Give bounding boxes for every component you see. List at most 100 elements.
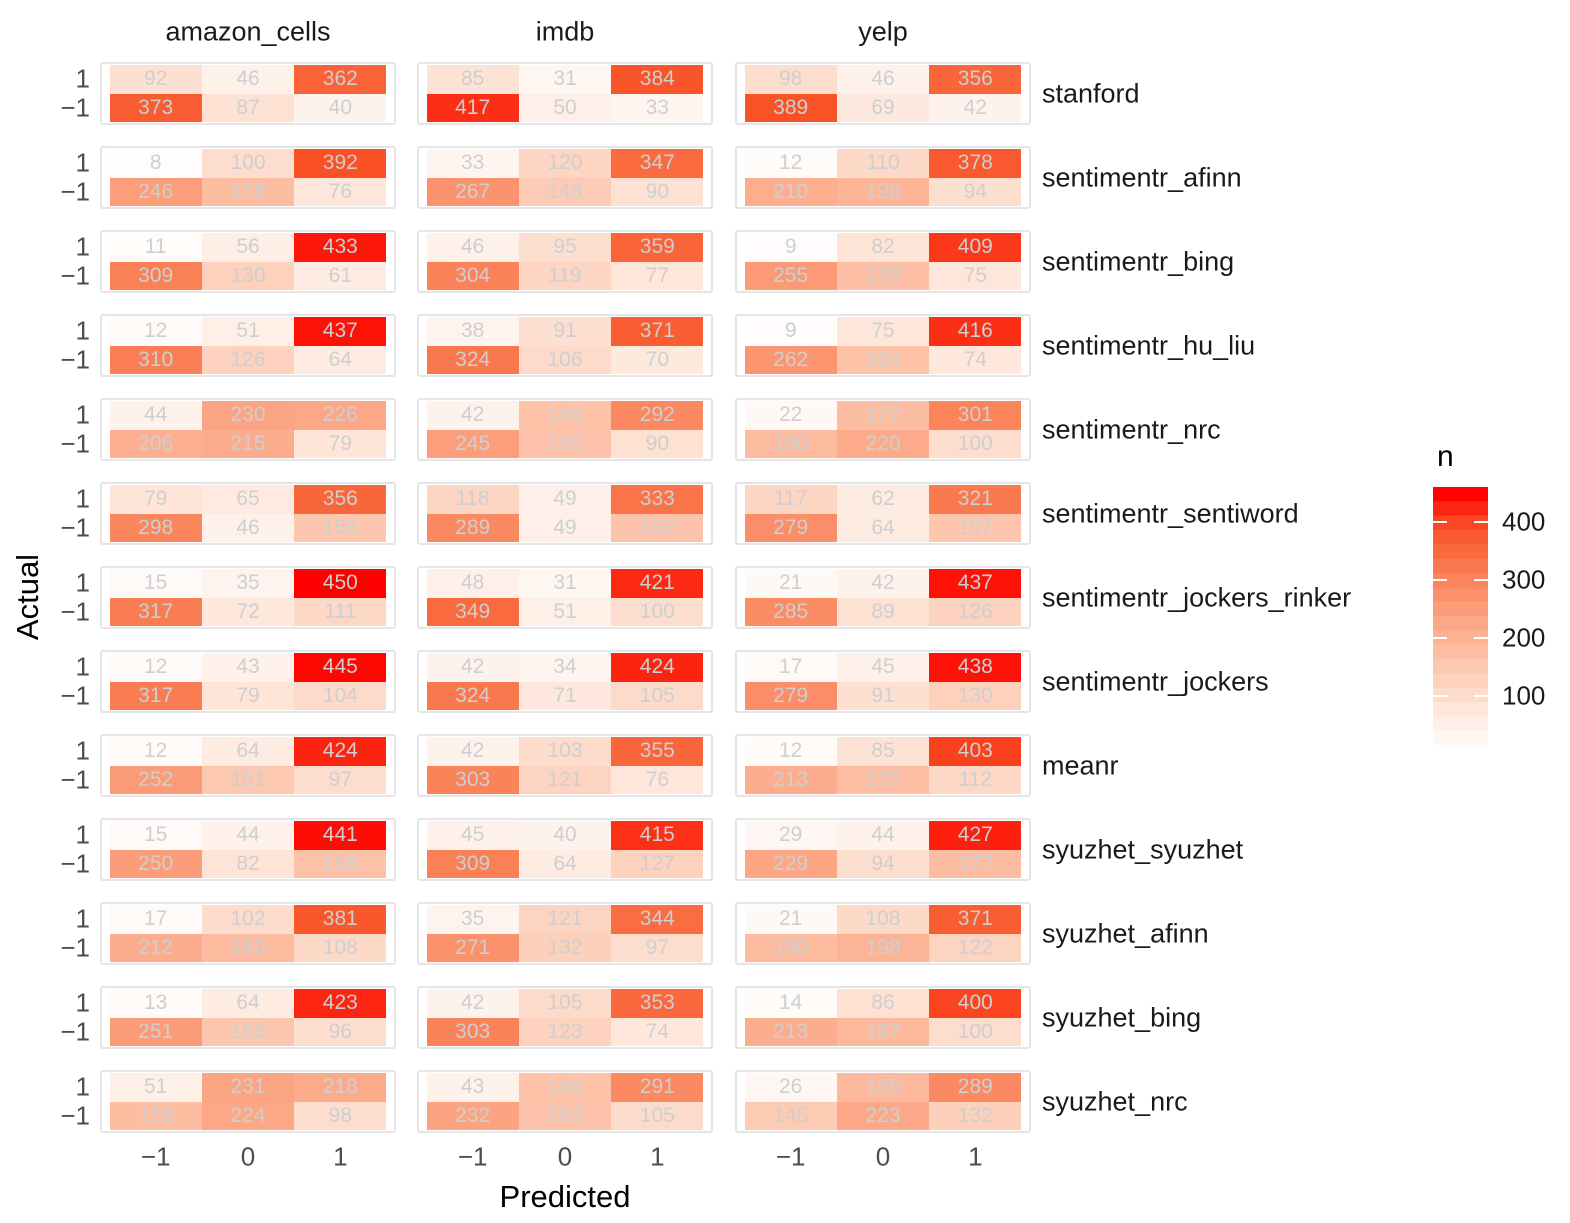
heatmap-cell: 230 (201, 401, 295, 430)
confusion-matrix-panel: 12 51 437 310 126 64 (100, 314, 396, 377)
confusion-matrix-panel: 11 56 433 309 130 61 (100, 230, 396, 293)
heatmap-cell: 42 (929, 93, 1022, 122)
confusion-matrix-panel: 15 35 450 317 72 111 (100, 566, 396, 629)
heatmap-cell: 180 (744, 933, 837, 962)
heatmap-cell: 424 (611, 653, 704, 682)
heatmap-cell: 100 (201, 149, 295, 178)
heatmap-cell: 196 (836, 177, 930, 206)
facet-row-label: sentimentr_hu_liu (1042, 330, 1256, 360)
heatmap-cell: 87 (201, 93, 295, 122)
heatmap-cell: 423 (294, 989, 387, 1018)
heatmap-cell: 400 (929, 989, 1022, 1018)
heatmap-cell: 11 (109, 233, 202, 262)
heatmap-cell: 245 (426, 429, 519, 458)
heatmap-cell: 381 (294, 905, 387, 934)
heatmap-cell: 15 (109, 821, 202, 850)
heatmap-cell: 85 (836, 737, 930, 766)
facet-row-label: sentimentr_jockers (1042, 666, 1269, 696)
x-tick-label: 1 (968, 1141, 983, 1172)
heatmap-cell: 356 (929, 65, 1022, 94)
heatmap-cell: 126 (929, 597, 1022, 626)
heatmap-cell: 43 (201, 653, 295, 682)
heatmap-cell: 226 (294, 401, 387, 430)
heatmap-cell: 112 (929, 765, 1022, 794)
heatmap-cell: 168 (294, 849, 387, 878)
confusion-matrix-panel: 21 42 437 285 89 126 (735, 566, 1031, 629)
heatmap-cell: 105 (611, 681, 704, 710)
legend-tick-mark (1474, 636, 1488, 639)
legend-title: n (1437, 440, 1454, 473)
heatmap-cell: 9 (744, 233, 837, 262)
heatmap-cell: 33 (611, 93, 704, 122)
heatmap-cell: 215 (201, 429, 295, 458)
y-tick-label: 1 (75, 567, 90, 598)
heatmap-cell: 285 (744, 597, 837, 626)
heatmap-cell: 130 (201, 261, 295, 290)
heatmap-cell: 303 (426, 765, 519, 794)
heatmap-cell: 153 (201, 1017, 295, 1046)
heatmap-cell: 427 (929, 821, 1022, 850)
heatmap-cell: 69 (836, 93, 930, 122)
heatmap-cell: 94 (929, 177, 1022, 206)
y-tick-label: −1 (60, 680, 90, 711)
heatmap-cell: 279 (744, 681, 837, 710)
x-axis-title: Predicted (499, 1179, 631, 1214)
heatmap-cell: 56 (201, 233, 295, 262)
confusion-matrix-panel: 15 44 441 250 82 168 (100, 818, 396, 881)
heatmap-cell: 180 (201, 933, 295, 962)
heatmap-cell: 417 (426, 93, 519, 122)
confusion-matrix-panel: 42 105 353 303 123 74 (417, 986, 713, 1049)
heatmap-cell: 151 (201, 765, 295, 794)
heatmap-cell: 82 (836, 233, 930, 262)
heatmap-cell: 212 (109, 933, 202, 962)
heatmap-cell: 231 (201, 1073, 295, 1102)
heatmap-cell: 72 (201, 597, 295, 626)
y-tick-label: −1 (60, 512, 90, 543)
heatmap-cell: 438 (929, 653, 1022, 682)
facet-row-label: syuzhet_bing (1042, 1002, 1202, 1032)
heatmap-cell: 162 (611, 513, 704, 542)
legend-tick-mark (1474, 520, 1488, 523)
heatmap-cell: 40 (294, 93, 387, 122)
heatmap-cell: 42 (836, 569, 930, 598)
heatmap-cell: 64 (294, 345, 387, 374)
heatmap-cell: 94 (836, 849, 930, 878)
confusion-matrix-panel: 12 110 378 210 196 94 (735, 146, 1031, 209)
y-tick-label: 1 (75, 399, 90, 430)
y-tick-label: 1 (75, 735, 90, 766)
heatmap-cell: 324 (426, 681, 519, 710)
heatmap-cell: 48 (426, 569, 519, 598)
heatmap-cell: 100 (929, 1017, 1022, 1046)
heatmap-cell: 371 (611, 317, 704, 346)
legend-tick-mark (1433, 520, 1447, 523)
x-tick-label: 1 (650, 1141, 665, 1172)
x-tick-label: 0 (240, 1141, 256, 1172)
y-tick-label: −1 (60, 1100, 90, 1131)
heatmap-cell: 98 (294, 1101, 387, 1130)
heatmap-cell: 157 (929, 513, 1022, 542)
heatmap-cell: 45 (836, 653, 930, 682)
heatmap-cell: 97 (611, 933, 704, 962)
heatmap-cell: 122 (929, 933, 1022, 962)
heatmap-cell: 321 (929, 485, 1022, 514)
heatmap-cell: 12 (744, 149, 837, 178)
confusion-matrix-panel: 38 91 371 324 106 70 (417, 314, 713, 377)
y-tick-label: 1 (75, 147, 90, 178)
heatmap-cell: 437 (294, 317, 387, 346)
y-tick-label: −1 (60, 344, 90, 375)
heatmap-cell: 40 (518, 821, 612, 850)
heatmap-cell: 96 (294, 1017, 387, 1046)
heatmap-cell: 111 (294, 597, 387, 626)
confusion-matrix-panel: 46 95 359 304 119 77 (417, 230, 713, 293)
heatmap-cell: 127 (611, 849, 704, 878)
facet-column-header: imdb (535, 16, 595, 47)
heatmap-cell: 17 (109, 905, 202, 934)
y-tick-label: −1 (60, 596, 90, 627)
facet-row-label: stanford (1042, 78, 1140, 108)
heatmap-cell: 317 (109, 681, 202, 710)
heatmap-cell: 76 (294, 177, 387, 206)
heatmap-cell: 102 (201, 905, 295, 934)
heatmap-cell: 9 (744, 317, 837, 346)
y-tick-label: 1 (75, 483, 90, 514)
heatmap-cell: 344 (611, 905, 704, 934)
